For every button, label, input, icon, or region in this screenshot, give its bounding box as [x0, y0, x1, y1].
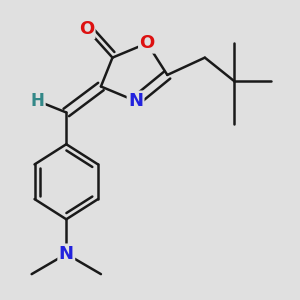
Text: O: O [79, 20, 94, 38]
Text: N: N [59, 245, 74, 263]
Text: N: N [128, 92, 143, 110]
Text: O: O [140, 34, 155, 52]
Text: H: H [31, 92, 44, 110]
